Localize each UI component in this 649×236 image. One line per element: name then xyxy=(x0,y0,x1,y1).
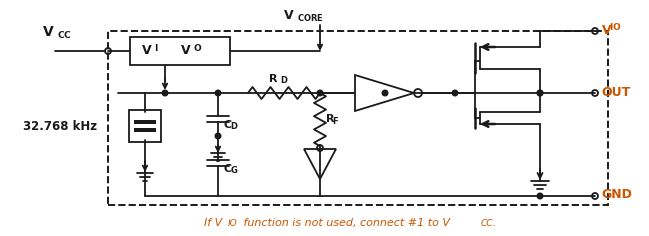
Text: $\mathbf{V}$: $\mathbf{V}$ xyxy=(141,45,153,58)
Text: $\mathbf{CC}$: $\mathbf{CC}$ xyxy=(57,29,71,40)
Circle shape xyxy=(215,133,221,139)
Bar xyxy=(108,31,608,205)
Text: $\mathbf{I}$: $\mathbf{I}$ xyxy=(154,42,158,53)
Circle shape xyxy=(215,90,221,96)
Text: IO: IO xyxy=(228,219,238,228)
Text: $\mathbf{V}$: $\mathbf{V}$ xyxy=(284,9,295,22)
Text: CC: CC xyxy=(481,219,493,228)
Text: function is not used, connect #1 to V: function is not used, connect #1 to V xyxy=(240,218,450,228)
Circle shape xyxy=(382,90,388,96)
Circle shape xyxy=(537,90,543,96)
Text: $\mathbf{O}$: $\mathbf{O}$ xyxy=(193,42,202,53)
Text: $\mathbf{R}$: $\mathbf{R}$ xyxy=(325,112,336,124)
Circle shape xyxy=(317,90,323,96)
Text: GND: GND xyxy=(601,189,632,202)
Text: .: . xyxy=(492,218,495,228)
Polygon shape xyxy=(355,75,414,111)
Bar xyxy=(134,128,156,132)
Text: $\mathbf{F}$: $\mathbf{F}$ xyxy=(332,114,339,126)
Circle shape xyxy=(537,193,543,199)
Text: $\mathbf{V}$: $\mathbf{V}$ xyxy=(42,25,55,39)
Circle shape xyxy=(452,90,458,96)
Text: $\mathbf{C}$: $\mathbf{C}$ xyxy=(223,118,232,130)
Text: $\mathbf{IO}$: $\mathbf{IO}$ xyxy=(609,21,622,32)
Text: $\mathbf{CORE}$: $\mathbf{CORE}$ xyxy=(297,12,324,23)
Text: $\mathbf{C}$: $\mathbf{C}$ xyxy=(223,162,232,174)
Bar xyxy=(130,37,230,65)
Text: $\mathbf{D}$: $\mathbf{D}$ xyxy=(280,74,289,85)
Text: $\mathbf{V}$: $\mathbf{V}$ xyxy=(180,45,192,58)
Text: $\mathbf{D}$: $\mathbf{D}$ xyxy=(230,120,238,131)
Text: OUT: OUT xyxy=(601,85,630,98)
Text: $\mathbf{G}$: $\mathbf{G}$ xyxy=(230,164,238,175)
Circle shape xyxy=(162,90,168,96)
Text: If V: If V xyxy=(204,218,222,228)
Bar xyxy=(129,110,161,142)
Bar xyxy=(134,120,156,124)
Text: $\mathbf{V}$: $\mathbf{V}$ xyxy=(601,24,613,37)
Text: 32.768 kHz: 32.768 kHz xyxy=(23,119,97,132)
Text: $\mathbf{R}$: $\mathbf{R}$ xyxy=(268,72,278,84)
Circle shape xyxy=(537,90,543,96)
